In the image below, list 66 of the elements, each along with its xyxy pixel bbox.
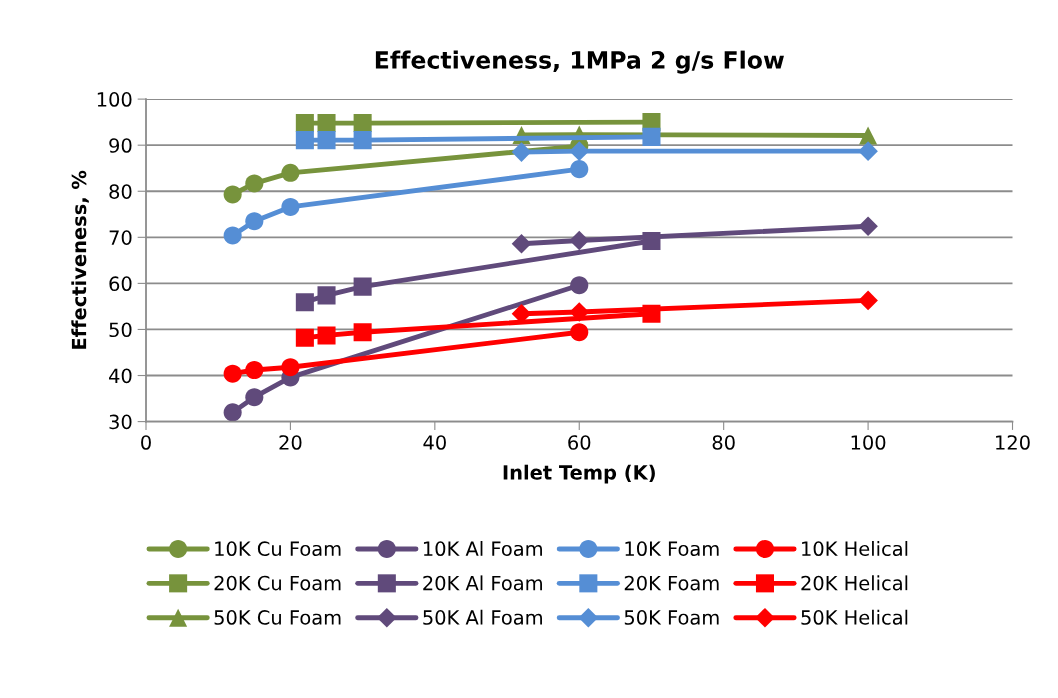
point <box>317 131 336 150</box>
point <box>858 290 878 311</box>
point <box>858 141 878 161</box>
point <box>245 388 264 407</box>
legend-label: 20K Helical <box>801 575 908 591</box>
x-tick-label: 40 <box>423 435 446 450</box>
chart-title: Effectiveness, 1MPa 2 g/s Flow <box>375 50 784 74</box>
point <box>295 328 314 347</box>
point <box>281 163 300 182</box>
y-tick-label: 40 <box>109 368 132 384</box>
point <box>281 358 300 377</box>
x-tick-label: 120 <box>996 435 1030 450</box>
point <box>642 127 661 146</box>
legend-label: 10K Cu Foam <box>215 541 341 557</box>
point <box>223 185 242 204</box>
point <box>570 276 589 295</box>
x-tick-label: 80 <box>712 435 735 450</box>
y-tick-label: 50 <box>109 322 132 338</box>
point <box>295 131 314 150</box>
legend-label: 20K Cu Foam <box>214 575 341 591</box>
point <box>245 212 264 231</box>
point <box>353 114 372 133</box>
legend-label: 50K Cu Foam <box>214 610 341 625</box>
y-tick-label: 90 <box>109 138 132 153</box>
point <box>223 364 242 383</box>
legend-label: 10K Helical <box>802 541 908 557</box>
y-tick-label: 80 <box>109 184 132 199</box>
x-tick-label: 0 <box>141 435 151 450</box>
x-axis-title: Inlet Temp (K) <box>503 464 655 484</box>
point <box>858 216 878 237</box>
legend-label: 50K Helical <box>801 609 908 625</box>
point <box>223 226 242 245</box>
y-axis-title: Effectiveness, % <box>71 170 89 349</box>
y-tick-label: 30 <box>109 414 132 430</box>
point <box>569 141 590 161</box>
point <box>295 293 314 312</box>
point <box>570 160 589 179</box>
point <box>353 131 372 150</box>
y-tick-label: 60 <box>109 276 132 292</box>
legend-label: 20K Al Foam <box>423 575 542 591</box>
legend-label: 10K Foam <box>625 541 719 557</box>
point <box>223 403 242 422</box>
point <box>353 277 372 296</box>
legend-label: 10K Al Foam <box>423 541 542 557</box>
y-tick-label: 70 <box>109 230 132 245</box>
x-tick-label: 60 <box>568 435 591 450</box>
x-tick-label: 100 <box>851 435 886 450</box>
legend-label: 50K Foam <box>624 610 719 625</box>
point <box>295 114 314 133</box>
point <box>570 323 589 342</box>
point <box>353 323 372 342</box>
legend-label: 50K Al Foam <box>423 609 542 625</box>
point <box>317 326 336 345</box>
point <box>245 360 264 380</box>
point <box>317 114 336 133</box>
point <box>511 142 532 162</box>
point <box>245 174 264 193</box>
legend-label: 20K Foam <box>624 575 719 591</box>
point <box>317 286 336 305</box>
x-tick-label: 20 <box>279 435 302 450</box>
point <box>511 233 532 254</box>
point <box>281 197 300 216</box>
point <box>569 302 590 322</box>
point <box>859 126 878 145</box>
point <box>569 230 590 251</box>
y-tick-label: 100 <box>97 92 132 107</box>
